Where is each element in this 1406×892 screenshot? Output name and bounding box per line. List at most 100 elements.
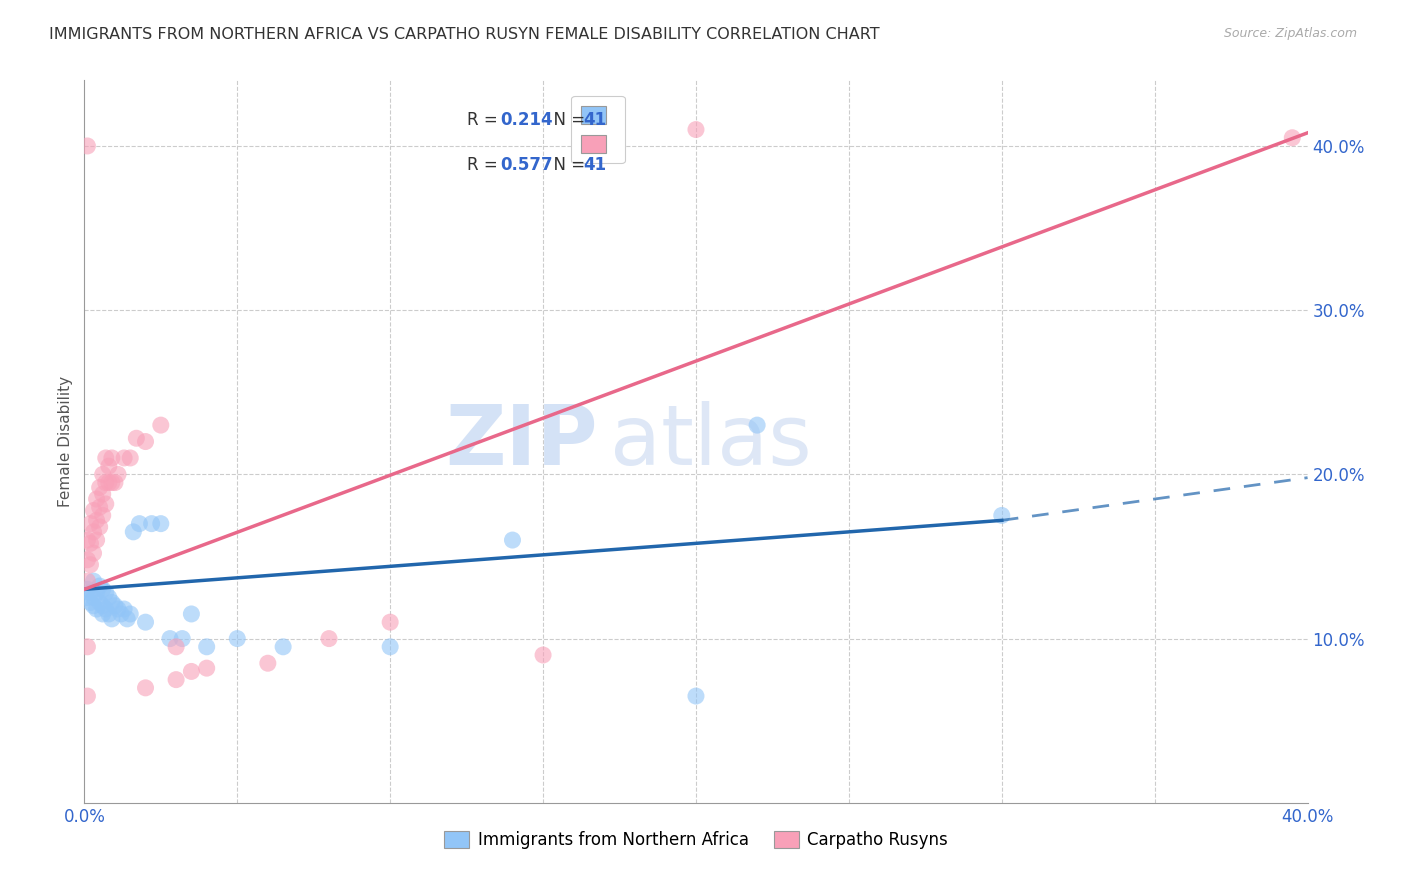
Point <box>165 673 187 687</box>
Point <box>97 475 120 490</box>
Text: N =: N = <box>543 111 591 128</box>
Point <box>112 450 135 465</box>
Text: N =: N = <box>543 156 591 174</box>
Point <box>91 582 114 597</box>
Point <box>83 599 105 613</box>
Point <box>76 574 98 588</box>
Point <box>115 612 138 626</box>
Point <box>94 497 117 511</box>
Point <box>86 585 108 599</box>
Point <box>86 491 108 506</box>
Point <box>991 508 1014 523</box>
Point <box>104 599 127 613</box>
Point <box>271 640 294 654</box>
Point <box>120 450 142 465</box>
Point <box>747 418 769 433</box>
Text: 41: 41 <box>583 156 606 174</box>
Point <box>149 418 172 433</box>
Point <box>79 585 101 599</box>
Point <box>76 689 98 703</box>
Text: 0.214: 0.214 <box>501 111 553 128</box>
Point <box>101 595 124 609</box>
Point <box>101 612 124 626</box>
Point <box>110 607 132 621</box>
Point <box>76 533 98 547</box>
Point <box>91 467 114 482</box>
Point <box>685 122 707 136</box>
Y-axis label: Female Disability: Female Disability <box>58 376 73 508</box>
Point <box>94 585 117 599</box>
Point <box>94 475 117 490</box>
Point <box>180 607 202 621</box>
Point <box>257 657 280 671</box>
Point <box>76 553 98 567</box>
Point <box>195 640 218 654</box>
Point <box>502 533 524 547</box>
Point <box>380 640 402 654</box>
Point <box>79 516 101 531</box>
Text: 0.577: 0.577 <box>501 156 553 174</box>
Point <box>180 665 202 679</box>
Point <box>685 689 707 703</box>
Point <box>120 607 142 621</box>
Point <box>91 599 114 613</box>
Point <box>107 602 129 616</box>
Point <box>86 513 108 527</box>
Point <box>104 475 127 490</box>
Point <box>135 681 157 695</box>
Point <box>83 524 105 539</box>
Text: R =: R = <box>467 156 503 174</box>
Point <box>79 558 101 572</box>
Point <box>101 450 124 465</box>
Point <box>172 632 194 646</box>
Point <box>101 475 124 490</box>
Point <box>83 503 105 517</box>
Point <box>97 459 120 474</box>
Point <box>89 500 111 515</box>
Point <box>83 574 105 588</box>
Point <box>89 520 111 534</box>
Point <box>380 615 402 630</box>
Legend: Immigrants from Northern Africa, Carpatho Rusyns: Immigrants from Northern Africa, Carpath… <box>434 822 957 860</box>
Point <box>97 591 120 605</box>
Point <box>97 607 120 621</box>
Point <box>159 632 181 646</box>
Point <box>135 434 157 449</box>
Text: ZIP: ZIP <box>446 401 598 482</box>
Text: IMMIGRANTS FROM NORTHERN AFRICA VS CARPATHO RUSYN FEMALE DISABILITY CORRELATION : IMMIGRANTS FROM NORTHERN AFRICA VS CARPA… <box>49 27 880 42</box>
Point <box>76 139 98 153</box>
Point <box>91 487 114 501</box>
Point <box>135 615 157 630</box>
Point <box>79 595 101 609</box>
Point <box>149 516 172 531</box>
Point <box>86 602 108 616</box>
Point <box>94 602 117 616</box>
Point <box>86 533 108 547</box>
Text: Source: ZipAtlas.com: Source: ZipAtlas.com <box>1223 27 1357 40</box>
Text: 41: 41 <box>583 111 606 128</box>
Point <box>89 481 111 495</box>
Point <box>76 582 98 597</box>
Point <box>122 524 145 539</box>
Point <box>94 450 117 465</box>
Point <box>125 431 148 445</box>
Point <box>141 516 163 531</box>
Point <box>128 516 150 531</box>
Point <box>107 467 129 482</box>
Point <box>89 595 111 609</box>
Point <box>79 536 101 550</box>
Point <box>195 661 218 675</box>
Point <box>531 648 554 662</box>
Text: atlas: atlas <box>610 401 813 482</box>
Point <box>91 508 114 523</box>
Point <box>76 640 98 654</box>
Point <box>226 632 249 646</box>
Point <box>91 607 114 621</box>
Point <box>165 640 187 654</box>
Point <box>112 602 135 616</box>
Point <box>1281 130 1303 145</box>
Text: R =: R = <box>467 111 503 128</box>
Point <box>83 591 105 605</box>
Point <box>318 632 340 646</box>
Point <box>89 579 111 593</box>
